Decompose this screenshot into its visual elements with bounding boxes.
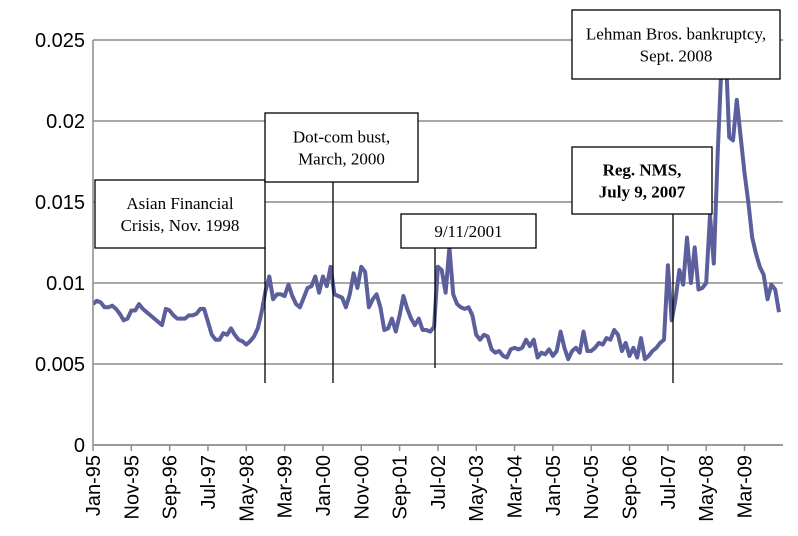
x-tick-label: Sep-06: [620, 455, 642, 520]
annotation-box: [264, 112, 419, 183]
x-tick-label: Sep-96: [160, 455, 182, 520]
x-tick-label: Mar-09: [735, 455, 757, 518]
annotations: Asian Financial Crisis, Nov. 1998 Dot-com …: [94, 9, 781, 383]
annotation-text: Asian Financial: [126, 194, 233, 213]
annotation-box: [571, 146, 713, 215]
x-tick-label: Sep-01: [390, 455, 412, 520]
x-tick-label: Nov-95: [121, 455, 143, 519]
annotation-text: Crisis, Nov. 1998: [121, 216, 240, 235]
y-tick-label: 0.01: [46, 273, 85, 295]
y-tick-label: 0.005: [35, 354, 85, 376]
x-tick-label: Mar-04: [505, 455, 527, 518]
y-tick-label: 0.015: [35, 192, 85, 214]
x-tick-label: Nov-05: [581, 455, 603, 519]
x-tick-label: May-98: [236, 455, 258, 522]
x-tick-label: May-03: [466, 455, 488, 522]
annotation-text: March, 2000: [298, 150, 385, 169]
y-tick-label: 0: [74, 435, 85, 457]
x-tick-label: Jul-07: [658, 455, 680, 509]
y-tick-label: 0.025: [35, 30, 85, 52]
annotation-text: Sept. 2008: [640, 47, 713, 66]
annotation-text: 9/11/2001: [434, 222, 502, 241]
x-tick-label: Nov-00: [351, 455, 373, 519]
series-line: [93, 40, 781, 362]
axes: 0 0.005 0.01 0.015 0.02 0.025 Jan-95 Nov-95 Sep-…: [35, 30, 783, 522]
annotation-text: Lehman Bros. bankruptcy,: [586, 25, 766, 44]
x-tick-label: May-08: [696, 455, 718, 522]
x-tick-label: Jul-97: [198, 455, 220, 509]
annotation-text: July 9, 2007: [599, 183, 686, 202]
x-tick-label: Jul-02: [428, 455, 450, 509]
y-tick-label: 0.02: [46, 111, 85, 133]
x-tick-label: Jan-05: [543, 455, 565, 516]
annotation-box: [571, 9, 781, 80]
plot-area: [93, 40, 781, 362]
annotation-text: Reg. NMS,: [603, 161, 682, 180]
x-tick-label: Jan-00: [313, 455, 335, 516]
x-tick-label: Mar-99: [275, 455, 297, 518]
annotation-box: [94, 179, 266, 249]
annotation-box: [400, 213, 537, 249]
annotation-text: Dot-com bust,: [293, 128, 390, 147]
x-tick-label: Jan-95: [83, 455, 105, 516]
